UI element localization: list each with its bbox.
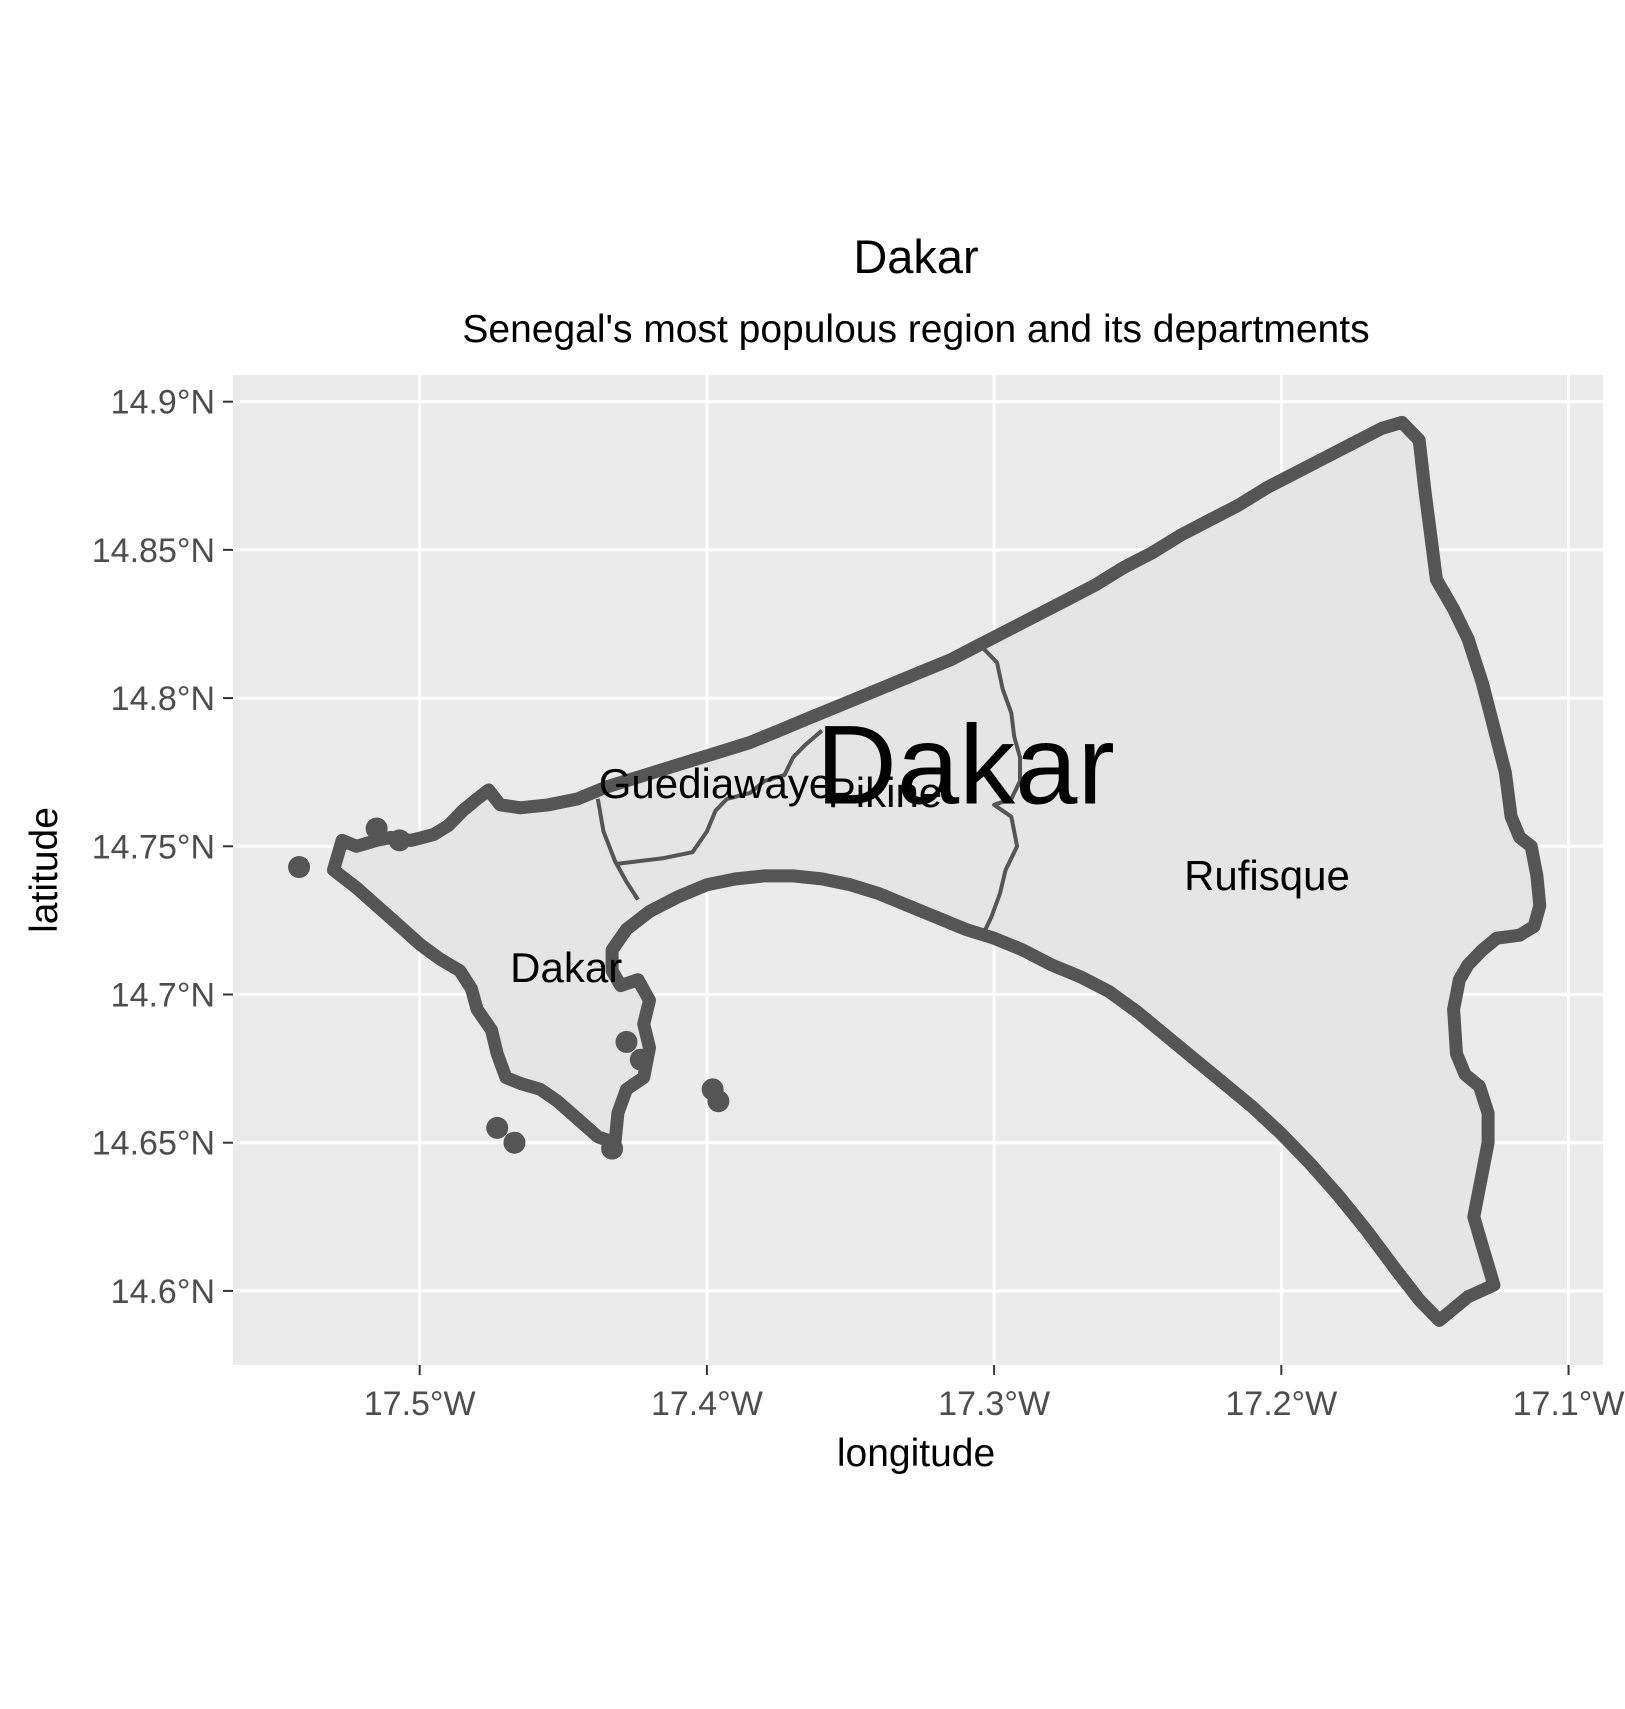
x-tick-label: 17.5°W — [364, 1385, 476, 1423]
island-shape — [615, 1030, 638, 1053]
island-shape — [629, 1048, 652, 1071]
department-border — [595, 798, 640, 901]
y-tick-label: 14.6°N — [111, 1273, 215, 1311]
island-shape — [601, 1137, 624, 1160]
region-label: Dakar — [816, 702, 1115, 827]
island-shape — [365, 817, 388, 840]
island-shape — [388, 829, 411, 852]
department-label: Dakar — [510, 944, 622, 991]
department-border — [978, 643, 1022, 937]
chart-title: Dakar — [853, 230, 978, 283]
y-tick-label: 14.9°N — [111, 384, 215, 422]
island-shape — [503, 1131, 526, 1154]
chart-subtitle: Senegal's most populous region and its d… — [462, 308, 1369, 351]
y-tick-label: 14.7°N — [111, 976, 215, 1014]
island-shape — [707, 1090, 730, 1113]
department-label: Rufisque — [1184, 852, 1350, 899]
x-tick-label: 17.4°W — [651, 1385, 763, 1423]
y-tick-label: 14.75°N — [92, 828, 215, 866]
y-axis-label: latitude — [23, 807, 66, 933]
map-geometry — [288, 415, 1547, 1327]
department-label: Guediawaye — [599, 760, 832, 807]
island-shape — [288, 856, 311, 879]
department-label: Pikine — [828, 769, 942, 816]
x-tick-label: 17.2°W — [1225, 1385, 1337, 1423]
island-shape — [486, 1116, 509, 1139]
x-axis-label: longitude — [837, 1432, 995, 1475]
region-outline — [327, 415, 1547, 1327]
axes: 17.5°W 17.4°W 17.3°W 17.2°W 17.1°W 14.6°N 14.6… — [92, 384, 1625, 1423]
x-tick-label: 17.3°W — [938, 1385, 1050, 1423]
department-border — [614, 729, 824, 867]
x-tick-label: 17.1°W — [1513, 1385, 1625, 1423]
y-tick-label: 14.65°N — [92, 1125, 215, 1163]
y-tick-label: 14.85°N — [92, 532, 215, 570]
y-tick-label: 14.8°N — [111, 680, 215, 718]
